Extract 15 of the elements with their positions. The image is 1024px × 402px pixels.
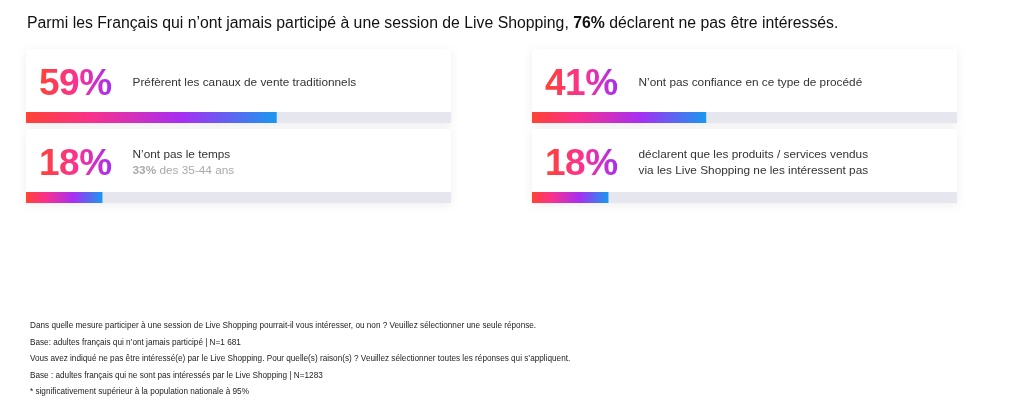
data-label: 41% (545, 62, 618, 104)
data-label: 18% (545, 142, 618, 184)
y-tick-label: N’ont pas le temps (132, 147, 231, 162)
text: Vous avez indiqué ne pas être intéressé(e) par le Live Shopping. Pour quelle(s) raison(s) ? Veuillez sélectionner toutes les réponses qui s’appliquent. (30, 354, 571, 363)
text: Base : adultes français qui ne sont pas intéressés par le Live Shopping | N=1283 (30, 370, 324, 380)
text: Base: adultes français qui n’ont jamais participé | N=1 681 (30, 337, 242, 347)
chart-title: Parmi les Français qui n’ont jamais participé à une session de Live Shopping, 76% déclarent ne pas être intéressés. (27, 14, 839, 31)
y-tick-label: déclarent que les produits / services vendus via les Live Shopping ne les intéressent pas (638, 147, 869, 177)
data-label: 59% (39, 62, 112, 104)
y-tick-label: Préfèrent les canaux de vente traditionnels (132, 75, 357, 90)
text: * significativement supérieur à la population nationale à 95% (30, 387, 249, 396)
text: Dans quelle mesure participer à une session de Live Shopping pourrait-il vous intéresser, ou non ? Veuillez sélectionner une seule réponse. (30, 321, 537, 330)
data-label: 18% (39, 142, 112, 184)
y-tick-label: N’ont pas confiance en ce type de procédé (638, 75, 863, 90)
annotation: 33% des 35-44 ans (132, 162, 235, 177)
